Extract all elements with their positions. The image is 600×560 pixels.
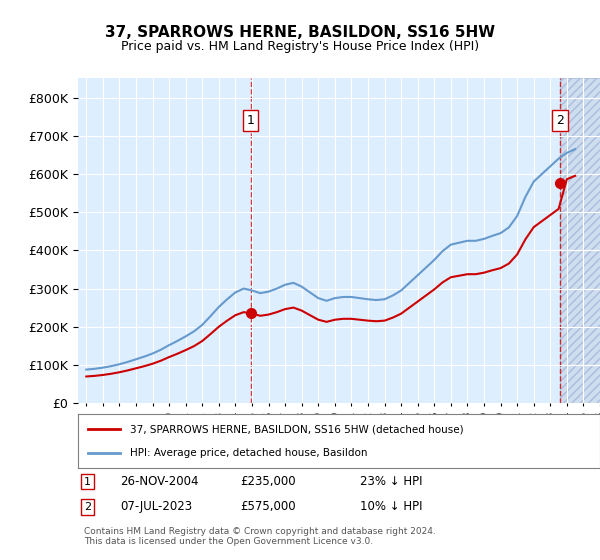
Text: 1: 1 (84, 477, 91, 487)
Text: Contains HM Land Registry data © Crown copyright and database right 2024.
This d: Contains HM Land Registry data © Crown c… (84, 526, 436, 546)
Text: 26-NOV-2004: 26-NOV-2004 (120, 475, 199, 488)
Bar (560, 78, 600, 403)
Text: 1: 1 (247, 114, 254, 127)
Text: 10% ↓ HPI: 10% ↓ HPI (360, 500, 422, 514)
Text: £575,000: £575,000 (240, 500, 296, 514)
Text: 37, SPARROWS HERNE, BASILDON, SS16 5HW (detached house): 37, SPARROWS HERNE, BASILDON, SS16 5HW (… (130, 424, 464, 435)
Bar (560, 78, 600, 403)
Text: 2: 2 (556, 114, 564, 127)
Text: HPI: Average price, detached house, Basildon: HPI: Average price, detached house, Basi… (130, 447, 368, 458)
Text: Price paid vs. HM Land Registry's House Price Index (HPI): Price paid vs. HM Land Registry's House … (121, 40, 479, 53)
Text: 37, SPARROWS HERNE, BASILDON, SS16 5HW: 37, SPARROWS HERNE, BASILDON, SS16 5HW (105, 25, 495, 40)
Text: 07-JUL-2023: 07-JUL-2023 (120, 500, 192, 514)
Text: 2: 2 (84, 502, 91, 512)
Text: £235,000: £235,000 (240, 475, 296, 488)
Text: 23% ↓ HPI: 23% ↓ HPI (360, 475, 422, 488)
